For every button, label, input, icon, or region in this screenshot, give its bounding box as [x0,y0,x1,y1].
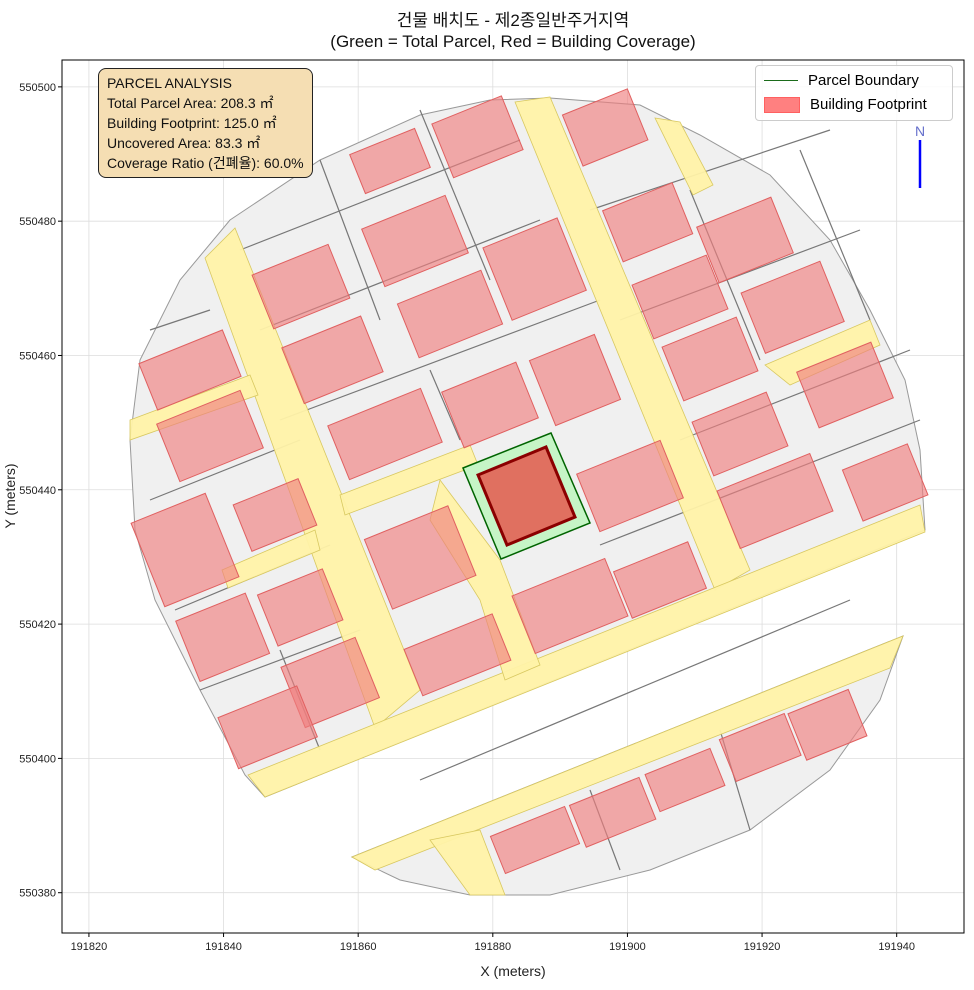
building-footprint [489,805,581,875]
legend: Parcel Boundary Building Footprint [755,65,953,121]
building-footprint [175,592,271,683]
building-footprint [601,182,694,263]
building-footprint [363,505,477,610]
subject-building-footprint[interactable] [476,445,577,547]
building-footprint [130,492,240,608]
building-footprint [431,95,524,179]
axis-ticks: 191820 191840 191860 191880 191900 191920 1919… [19,82,915,953]
info-uncovered-area: Uncovered Area: 83.3 ㎡ [107,135,261,151]
road [247,504,926,798]
legend-item-building-footprint: Building Footprint [764,96,927,113]
info-total-parcel-area: Total Parcel Area: 208.3 ㎡ [107,95,274,111]
building-footprint [217,685,319,770]
building-footprint [232,478,318,552]
x-tick-label: 191840 [205,941,242,953]
building-footprint [631,254,729,340]
building-footprint [691,391,789,477]
road [351,635,904,871]
legend-label: Parcel Boundary [808,72,919,89]
x-tick-label: 191820 [71,941,108,953]
building-footprint [787,688,868,761]
building-footprint [396,269,504,359]
info-heading: PARCEL ANALYSIS [107,75,233,91]
y-tick-label: 550420 [19,619,56,631]
building-footprint [361,194,469,288]
chart-title-line1: 건물 배치도 - 제2종일반주거지역 [396,11,630,30]
x-tick-label: 191920 [744,941,781,953]
building-footprint [841,443,929,522]
info-coverage-ratio: Coverage Ratio (건폐율): 60.0% [107,155,304,171]
building-footprint [612,541,708,619]
y-tick-label: 550460 [19,350,56,362]
building-footprint [349,127,431,195]
x-tick-label: 191900 [609,941,646,953]
building-footprint [561,88,649,167]
north-arrow-label: N [915,123,925,139]
road [514,96,751,591]
building-footprint [528,333,622,427]
y-tick-label: 550480 [19,216,56,228]
building-footprint [696,196,794,284]
y-tick-label: 550500 [19,82,56,94]
info-building-footprint: Building Footprint: 125.0 ㎡ [107,115,277,131]
y-tick-label: 550400 [19,753,56,765]
building-footprint [441,361,539,449]
road [654,117,714,196]
building-footprint [716,452,834,550]
legend-item-parcel-boundary: Parcel Boundary [764,72,919,89]
building-footprint [156,389,264,483]
building-footprint [482,217,587,321]
chart-title-line2: (Green = Total Parcel, Red = Building Co… [330,32,696,51]
patch-swatch-icon [764,96,800,113]
buildings [130,88,929,875]
building-footprint [281,315,384,405]
x-tick-label: 191940 [878,941,915,953]
y-tick-label: 550380 [19,888,56,900]
building-footprint [661,316,759,402]
building-footprint [251,243,351,330]
x-tick-label: 191860 [340,941,377,953]
building-footprint [327,387,443,481]
legend-label: Building Footprint [810,96,927,113]
y-tick-label: 550440 [19,485,56,497]
x-tick-label: 191880 [474,941,511,953]
building-footprint [568,776,657,848]
building-footprint [740,260,845,354]
building-footprint [796,341,894,429]
building-footprint [138,329,242,411]
building-footprint [403,613,512,697]
road [764,319,881,386]
building-footprint [256,568,344,647]
building-footprint [576,439,684,533]
plot-frame [61,59,965,934]
building-footprint [511,557,629,655]
line-swatch-icon [764,80,798,81]
y-axis-label: Y (meters) [2,463,18,528]
road [429,829,506,896]
building-footprint [718,712,802,783]
parcel-analysis-box: PARCEL ANALYSIS Total Parcel Area: 208.3… [98,68,313,178]
building-footprint [644,747,726,813]
x-axis-label: X (meters) [480,963,545,979]
